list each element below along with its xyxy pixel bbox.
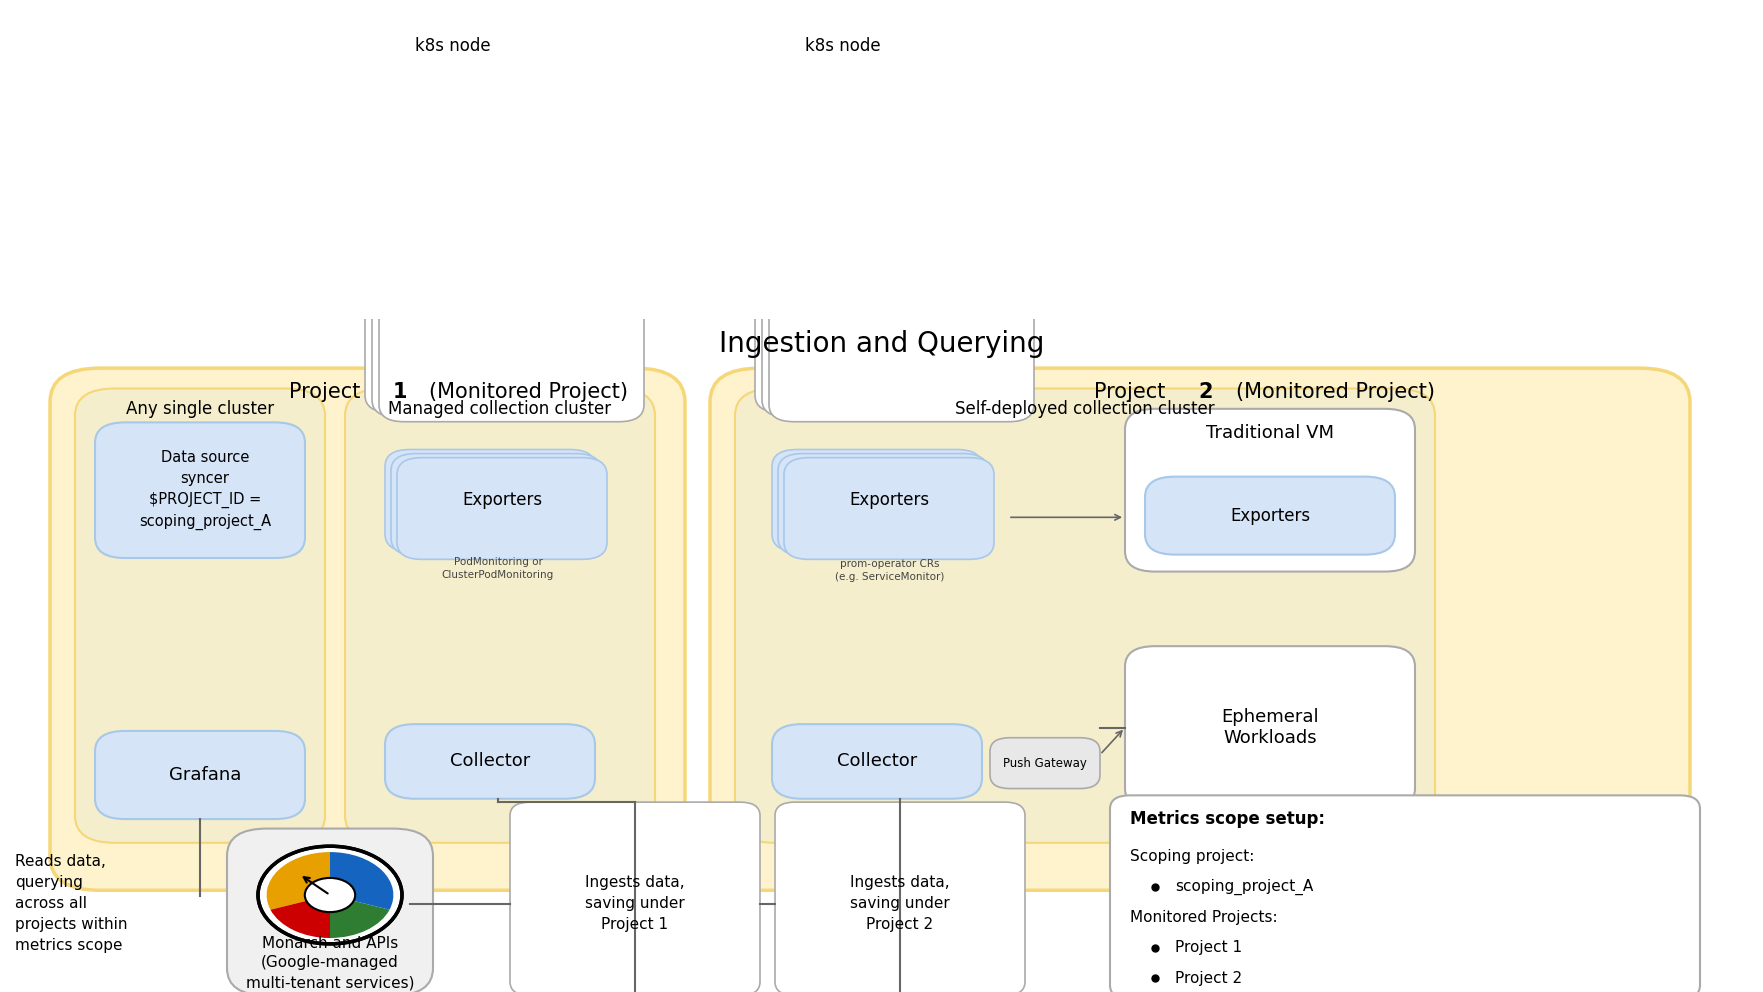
FancyBboxPatch shape — [710, 368, 1691, 890]
Text: Ingests data,
saving under
Project 2: Ingests data, saving under Project 2 — [850, 875, 950, 932]
FancyBboxPatch shape — [365, 26, 629, 413]
Circle shape — [257, 846, 402, 943]
Wedge shape — [330, 852, 393, 910]
FancyBboxPatch shape — [1125, 646, 1416, 808]
Text: Project: Project — [1095, 382, 1172, 402]
FancyBboxPatch shape — [227, 828, 434, 992]
Text: PodMonitoring or
ClusterPodMonitoring: PodMonitoring or ClusterPodMonitoring — [443, 557, 554, 579]
FancyBboxPatch shape — [769, 35, 1035, 422]
FancyBboxPatch shape — [1111, 796, 1700, 992]
Text: 2: 2 — [1199, 382, 1213, 402]
Text: Ingests data,
saving under
Project 1: Ingests data, saving under Project 1 — [585, 875, 684, 932]
Text: Monitored Projects:: Monitored Projects: — [1130, 910, 1278, 925]
Text: k8s node: k8s node — [414, 37, 490, 55]
Text: Ephemeral
Workloads: Ephemeral Workloads — [1222, 708, 1319, 747]
Text: k8s node: k8s node — [806, 37, 882, 55]
Text: Managed collection cluster: Managed collection cluster — [388, 400, 612, 418]
FancyBboxPatch shape — [776, 803, 1024, 992]
Wedge shape — [266, 852, 330, 910]
Text: Exporters: Exporters — [1231, 507, 1310, 525]
FancyBboxPatch shape — [777, 453, 987, 556]
FancyBboxPatch shape — [755, 26, 1021, 413]
FancyBboxPatch shape — [991, 738, 1100, 789]
Text: Exporters: Exporters — [850, 491, 929, 509]
Text: Metrics scope setup:: Metrics scope setup: — [1130, 810, 1326, 828]
Text: Self-deployed collection cluster: Self-deployed collection cluster — [956, 400, 1215, 418]
FancyBboxPatch shape — [772, 449, 982, 552]
FancyBboxPatch shape — [95, 423, 305, 558]
Text: Reads data,
querying
across all
projects within
metrics scope: Reads data, querying across all projects… — [16, 854, 127, 953]
FancyBboxPatch shape — [76, 389, 324, 843]
Wedge shape — [270, 895, 330, 938]
FancyBboxPatch shape — [772, 724, 982, 799]
FancyBboxPatch shape — [372, 31, 636, 417]
Text: Monarch and APIs
(Google-managed
multi-tenant services): Monarch and APIs (Google-managed multi-t… — [245, 935, 414, 990]
FancyBboxPatch shape — [391, 453, 601, 556]
Text: Ingestion and Querying: Ingestion and Querying — [719, 330, 1044, 358]
Text: prom-operator CRs
(e.g. ServiceMonitor): prom-operator CRs (e.g. ServiceMonitor) — [836, 558, 945, 582]
FancyBboxPatch shape — [397, 457, 606, 559]
Text: 1: 1 — [391, 382, 407, 402]
Circle shape — [305, 878, 354, 912]
Text: Project 1: Project 1 — [1174, 940, 1243, 955]
Text: Scoping project:: Scoping project: — [1130, 849, 1255, 864]
Text: scoping_project_A: scoping_project_A — [1174, 879, 1313, 895]
Text: Project: Project — [289, 382, 367, 402]
Text: Traditional VM: Traditional VM — [1206, 424, 1335, 441]
FancyBboxPatch shape — [1125, 409, 1416, 571]
Text: Any single cluster: Any single cluster — [125, 400, 273, 418]
Text: Data source
syncer
$PROJECT_ID =
scoping_project_A: Data source syncer $PROJECT_ID = scoping… — [139, 450, 272, 531]
Text: (Monitored Project): (Monitored Project) — [1236, 382, 1435, 402]
FancyBboxPatch shape — [49, 368, 686, 890]
Text: Project 2: Project 2 — [1174, 971, 1243, 986]
FancyBboxPatch shape — [510, 803, 760, 992]
FancyBboxPatch shape — [384, 724, 594, 799]
FancyBboxPatch shape — [762, 31, 1028, 417]
FancyBboxPatch shape — [95, 731, 305, 819]
Text: Collector: Collector — [837, 753, 917, 771]
FancyBboxPatch shape — [379, 35, 643, 422]
Text: Exporters: Exporters — [462, 491, 541, 509]
FancyBboxPatch shape — [1144, 476, 1395, 555]
Text: Push Gateway: Push Gateway — [1003, 757, 1088, 770]
FancyBboxPatch shape — [346, 389, 656, 843]
Text: Grafana: Grafana — [169, 766, 242, 784]
FancyBboxPatch shape — [785, 457, 994, 559]
FancyBboxPatch shape — [384, 449, 594, 552]
FancyBboxPatch shape — [735, 389, 1435, 843]
Text: Collector: Collector — [450, 753, 531, 771]
Text: (Monitored Project): (Monitored Project) — [430, 382, 628, 402]
Wedge shape — [330, 895, 390, 938]
